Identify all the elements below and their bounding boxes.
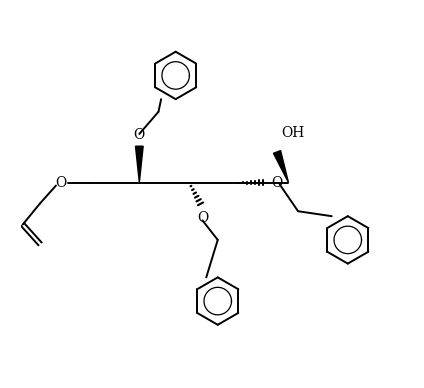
Text: O: O [271,175,282,189]
Polygon shape [273,151,288,182]
Text: O: O [55,175,67,189]
Text: O: O [197,211,208,225]
Text: O: O [134,128,145,142]
Polygon shape [136,146,143,182]
Text: OH: OH [281,126,304,140]
